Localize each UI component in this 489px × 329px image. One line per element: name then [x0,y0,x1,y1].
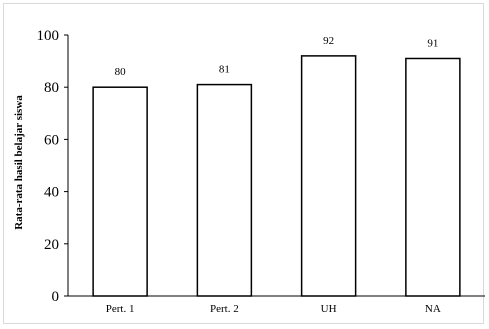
category-label: Pert. 1 [106,303,135,315]
data-label: 80 [115,66,127,78]
data-label: 81 [219,64,230,76]
category-label: NA [425,303,441,315]
y-tick-label: 20 [44,237,59,253]
data-labels: 80 81 92 91 [115,35,439,78]
category-label: UH [321,303,337,315]
y-tick-label: 40 [44,185,59,201]
data-label: 91 [427,37,438,49]
category-labels: Pert. 1 Pert. 2 UH NA [106,303,441,315]
y-tick-label: 0 [52,289,60,305]
data-label: 92 [323,35,334,47]
bar-na [405,57,461,297]
y-axis-title: Rata-rata hasil belajar siswa [13,95,25,230]
y-axis-ticks: 0 20 40 60 80 100 [37,28,68,305]
y-tick-label: 100 [37,28,60,44]
y-tick-label: 60 [44,132,59,148]
y-tick-label: 80 [44,80,59,96]
bar-uh [300,55,357,297]
bar-pert-1 [92,86,148,297]
bars [92,55,461,297]
bar-pert-2 [196,83,253,297]
category-label: Pert. 2 [210,303,239,315]
